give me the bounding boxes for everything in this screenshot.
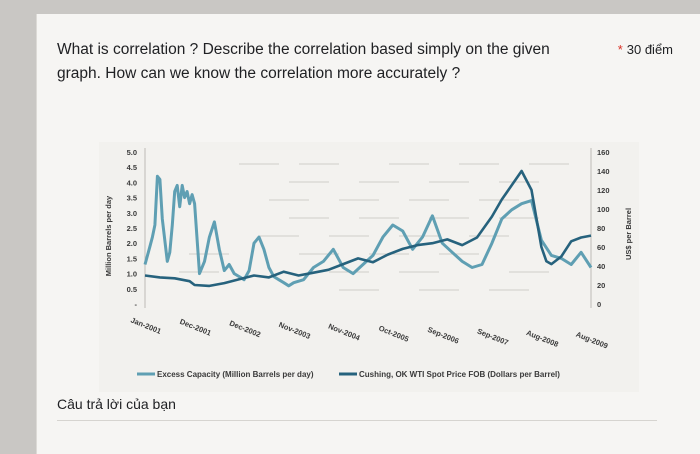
left-tick-label: 1.0 — [127, 270, 137, 279]
required-asterisk: * — [617, 42, 623, 57]
left-axis-title: Million Barrels per day — [104, 195, 113, 276]
right-tick-label: 140 — [597, 167, 610, 176]
left-tick-label: 2.0 — [127, 239, 137, 248]
right-axis-title: US$ per Barrel — [624, 208, 633, 260]
legend-label-excess-capacity: Excess Capacity (Million Barrels per day… — [157, 370, 314, 379]
left-tick-label: 3.5 — [127, 194, 137, 203]
right-tick-label: 60 — [597, 243, 605, 252]
right-tick-label: 100 — [597, 205, 610, 214]
points-label: * 30 điểm — [618, 42, 673, 57]
answer-input[interactable] — [57, 420, 657, 421]
right-tick-label: 80 — [597, 224, 605, 233]
left-tick-label: 4.0 — [127, 178, 137, 187]
question-chart-image: 5.0 4.5 4.0 3.5 3.0 2.5 2.0 1.5 1.0 0.5 - 160 140 120… — [99, 142, 639, 392]
legend-label-wti-price: Cushing, OK WTI Spot Price FOB (Dollars … — [359, 370, 560, 379]
points-value: 30 điểm — [626, 42, 673, 57]
question-card: What is correlation ? Describe the corre… — [36, 14, 700, 454]
left-tick-label: 2.5 — [127, 224, 137, 233]
right-tick-label: 20 — [597, 281, 605, 290]
series-line-excess-capacity — [143, 174, 593, 288]
question-text: What is correlation ? Describe the corre… — [57, 41, 550, 82]
answer-placeholder: Câu trả lời của bạn — [57, 396, 176, 412]
left-tick-label: 0.5 — [127, 285, 137, 294]
left-tick-label: 4.5 — [127, 163, 137, 172]
right-tick-label: 160 — [597, 148, 610, 157]
left-tick-label: 1.5 — [127, 254, 137, 263]
right-tick-label: 0 — [597, 300, 601, 309]
series-line-wti-price — [144, 169, 592, 288]
left-tick-label: 3.0 — [127, 209, 137, 218]
right-tick-label: 40 — [597, 262, 605, 271]
legend: Excess Capacity (Million Barrels per day… — [137, 370, 560, 379]
left-tick-label: 5.0 — [127, 148, 137, 157]
right-tick-label: 120 — [597, 186, 610, 195]
left-tick-label: - — [135, 300, 138, 309]
